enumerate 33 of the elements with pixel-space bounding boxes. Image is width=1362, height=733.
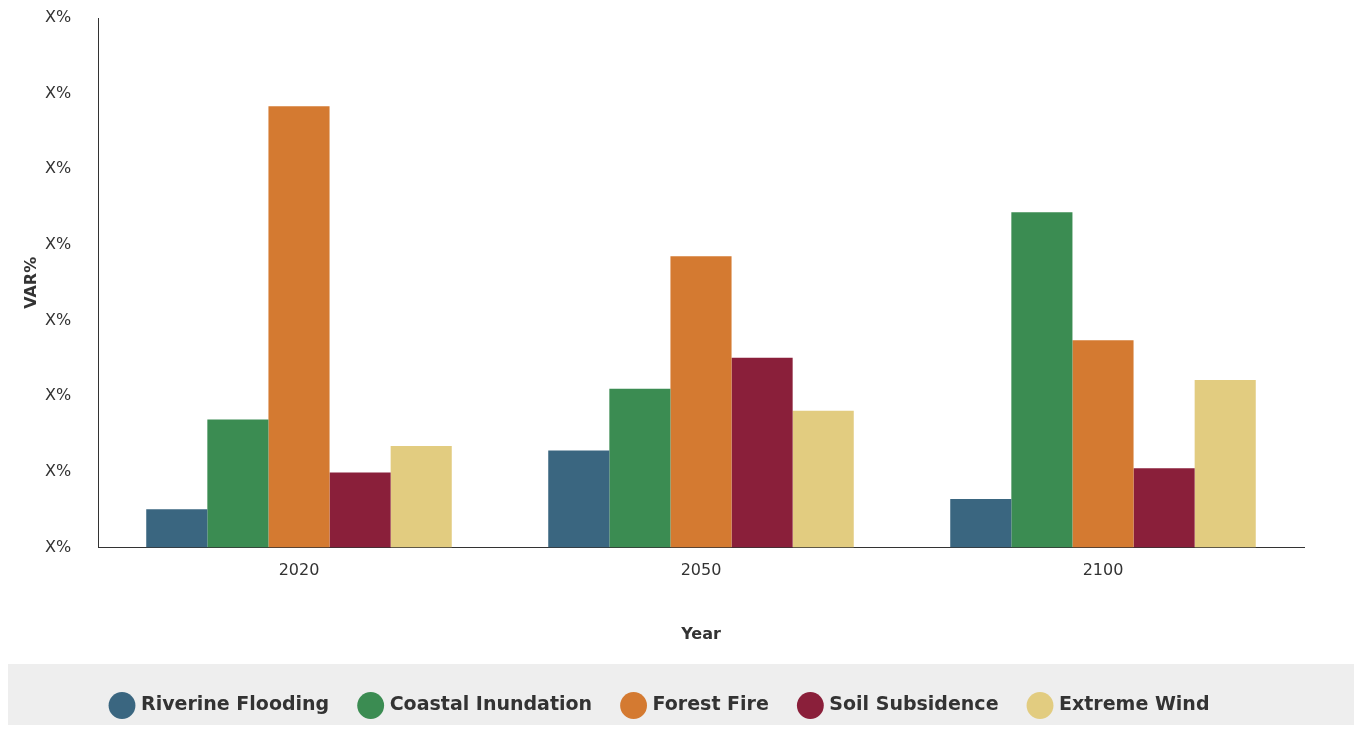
bar [268, 106, 330, 548]
bar [1011, 212, 1073, 548]
text: X% [44, 7, 72, 27]
text: X% [44, 234, 72, 254]
text: X% [44, 82, 72, 102]
bar [731, 357, 793, 548]
legend-label: Extreme Wind [1059, 692, 1210, 715]
bar [950, 499, 1012, 548]
bar [329, 472, 391, 548]
bar [1133, 468, 1195, 548]
x-tick-label: 2050 [680, 560, 722, 580]
legend-label: Soil Subsidence [829, 692, 999, 715]
legend-label: Riverine Flooding [141, 692, 330, 715]
bar [670, 256, 732, 548]
bar [548, 450, 610, 548]
bar [1072, 340, 1134, 548]
x-tick-label: 2020 [278, 560, 320, 580]
bar [792, 410, 854, 548]
y-axis-title: VAR% [20, 256, 40, 309]
bar [1194, 379, 1256, 548]
bar [146, 509, 208, 548]
x-axis-title: Year [680, 623, 721, 643]
text: X% [44, 158, 72, 178]
legend-label: Forest Fire [652, 692, 769, 715]
legend-label: Coastal Inundation [389, 692, 593, 715]
x-tick-label: 2100 [1082, 560, 1124, 580]
text: X% [44, 385, 72, 405]
text: X% [44, 309, 72, 329]
bar [207, 419, 269, 548]
text: X% [44, 536, 72, 556]
bar [390, 446, 452, 548]
text: X% [44, 461, 72, 481]
bar [609, 388, 671, 548]
